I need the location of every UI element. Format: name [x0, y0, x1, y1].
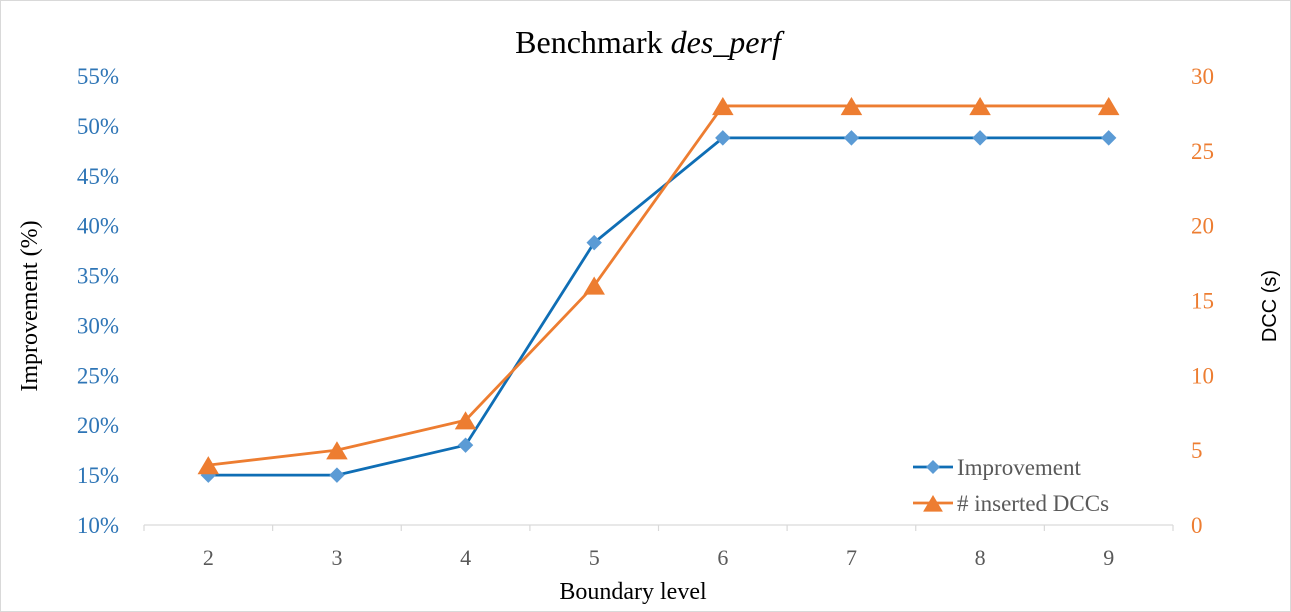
- legend-item: # inserted DCCs: [913, 491, 1109, 516]
- y-right-tick-label: 30: [1191, 64, 1214, 89]
- y-right-tick-label: 20: [1191, 214, 1214, 239]
- y-right-tick-label: 25: [1191, 139, 1214, 164]
- data-point-triangle: [712, 96, 734, 116]
- x-tick-label: 7: [846, 545, 857, 570]
- x-tick-label: 9: [1103, 545, 1114, 570]
- series-layer: [197, 96, 1120, 483]
- y-left-tick-label: 20%: [77, 413, 119, 438]
- data-point-triangle: [583, 276, 605, 295]
- y-left-tick-label: 35%: [77, 264, 119, 289]
- series-line: [208, 136, 1109, 477]
- x-tick-label: 2: [203, 545, 214, 570]
- y-right-tick-label: 0: [1191, 513, 1203, 538]
- data-point-triangle: [197, 456, 220, 475]
- data-point-diamond: [457, 437, 474, 453]
- y-left-tick-label: 40%: [77, 214, 119, 239]
- y-right-tick-label: 5: [1191, 438, 1203, 463]
- series-improvement: [200, 130, 1117, 483]
- x-tick-label: 3: [331, 545, 342, 570]
- data-point-triangle: [1097, 96, 1120, 116]
- data-point-triangle: [840, 96, 863, 116]
- data-point-diamond: [843, 130, 860, 146]
- y-left-tick-label: 45%: [77, 164, 119, 189]
- x-axis-label: Boundary level: [559, 579, 707, 605]
- data-point-diamond: [586, 234, 602, 251]
- chart-title-italic: des_perf: [671, 24, 785, 60]
- y-left-tick-label: 10%: [77, 513, 119, 538]
- legend-label: Improvement: [957, 455, 1082, 480]
- y-left-tick-label: 55%: [77, 64, 119, 89]
- y-axis-left-label: Improvement (%): [17, 220, 43, 391]
- data-point-triangle: [969, 96, 991, 116]
- legend-item: Improvement: [913, 455, 1082, 480]
- chart-title-prefix: Benchmark: [515, 24, 671, 60]
- axes: 2 3 4 5 6 7 8 9 10% 15% 20% 25% 30% 35% 40% 45% 50% 55% 0 5…: [77, 64, 1214, 570]
- y-right-tick-label: 15: [1191, 289, 1214, 314]
- legend-label: # inserted DCCs: [957, 491, 1109, 516]
- x-tick-label: 4: [460, 545, 471, 570]
- chart-title: Benchmark des_perf: [515, 24, 785, 60]
- y-left-tick-label: 15%: [77, 463, 119, 488]
- series-line: [208, 104, 1109, 467]
- data-point-diamond: [715, 130, 731, 146]
- legend: Improvement # inserted DCCs: [913, 455, 1109, 516]
- y-left-tick-label: 50%: [77, 114, 119, 139]
- x-tick-label: 5: [589, 545, 600, 570]
- legend-marker-diamond: [926, 460, 940, 474]
- data-point-diamond: [329, 467, 345, 483]
- y-axis-right-label: DCC (s): [1259, 270, 1281, 342]
- legend-marker-triangle: [923, 495, 943, 512]
- data-point-triangle: [454, 411, 477, 430]
- x-tick-label: 8: [975, 545, 986, 570]
- series-inserted-dccs: [197, 96, 1120, 475]
- data-point-diamond: [1100, 130, 1117, 146]
- y-left-tick-label: 30%: [77, 313, 119, 338]
- x-tick-label: 6: [717, 545, 728, 570]
- data-point-diamond: [972, 130, 988, 146]
- y-right-tick-label: 10: [1191, 363, 1214, 388]
- y-left-tick-label: 25%: [77, 363, 119, 388]
- data-point-triangle: [326, 441, 348, 460]
